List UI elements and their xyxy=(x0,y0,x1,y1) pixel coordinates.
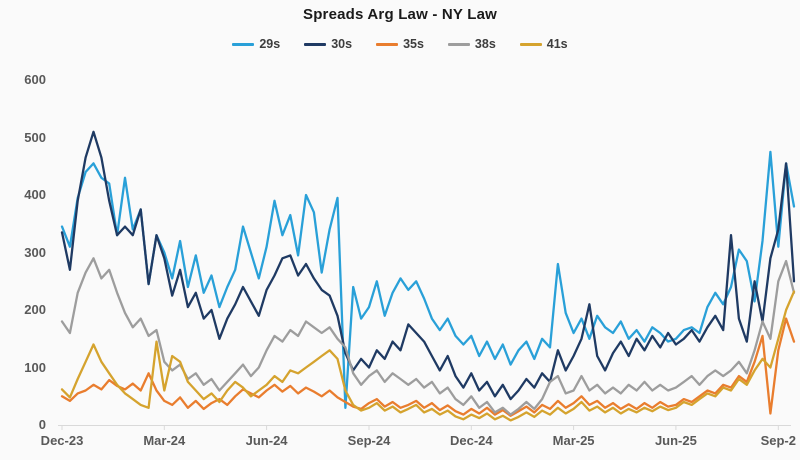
y-axis-tick-label: 0 xyxy=(38,417,46,432)
x-axis-tick-label: Sep-24 xyxy=(347,433,391,448)
x-axis-tick-label: Jun-24 xyxy=(245,433,288,448)
legend-item-30s: 30s xyxy=(304,37,352,51)
chart-title: Spreads Arg Law - NY Law xyxy=(302,6,497,23)
legend-label-35s: 35s xyxy=(403,37,424,51)
y-axis-tick-label: 300 xyxy=(24,244,46,260)
legend-swatch-29s-icon xyxy=(232,42,255,46)
x-axis-tick-label: Mar-24 xyxy=(143,433,186,448)
legend-label-41s: 41s xyxy=(546,37,568,51)
x-axis-tick-label: Sep-2 xyxy=(760,433,796,448)
x-axis-tick-label: Dec-23 xyxy=(40,433,84,448)
y-axis-tick-label: 600 xyxy=(24,72,46,87)
legend-item-29s: 29s xyxy=(232,37,280,51)
legend-label-29s: 29s xyxy=(259,37,281,51)
legend-item-41s: 41s xyxy=(519,37,568,51)
legend-label-38s: 38s xyxy=(474,37,496,51)
legend-swatch-38s-icon xyxy=(447,42,470,46)
x-axis-tick-label: Jun-25 xyxy=(654,433,697,448)
legend-swatch-35s-icon xyxy=(376,42,399,46)
series-line-30s xyxy=(60,130,796,401)
legend: 29s 30s 35s 38s 41s xyxy=(0,37,800,51)
legend-item-35s: 35s xyxy=(376,37,424,51)
y-axis-tick-label: 200 xyxy=(24,302,46,317)
y-axis-tick-label: 500 xyxy=(24,129,46,145)
x-axis-tick-label: Mar-25 xyxy=(552,433,595,448)
y-axis-tick-label: 100 xyxy=(24,359,46,375)
legend-label-30s: 30s xyxy=(331,37,353,51)
legend-item-38s: 38s xyxy=(447,37,496,51)
series-line-35s xyxy=(60,317,796,417)
series-line-41s xyxy=(60,290,796,422)
legend-swatch-30s-icon xyxy=(304,42,327,46)
y-axis-tick-label: 400 xyxy=(24,187,46,202)
legend-swatch-41s-icon xyxy=(519,42,542,46)
x-axis-line xyxy=(58,425,791,430)
series-line-38s xyxy=(60,257,796,416)
x-axis-tick-label: Dec-24 xyxy=(449,433,493,448)
